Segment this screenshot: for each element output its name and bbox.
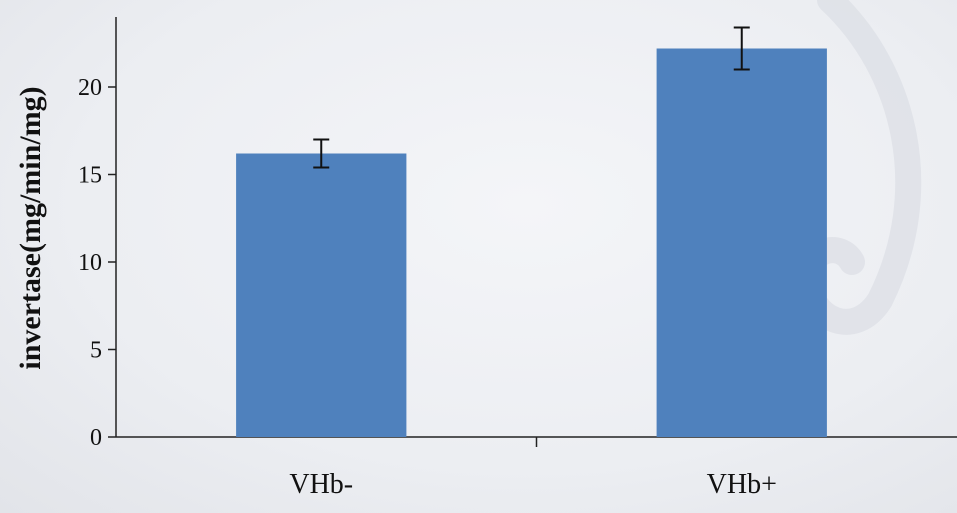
x-category-label: VHb- — [289, 469, 353, 500]
y-tick-label: 5 — [90, 338, 102, 364]
y-tick-label: 20 — [78, 75, 102, 101]
y-tick-label: 15 — [78, 163, 102, 189]
bar-VHb- — [236, 153, 407, 437]
y-tick-label: 10 — [78, 250, 102, 276]
y-tick-label: 0 — [90, 425, 102, 451]
x-category-label: VHb+ — [707, 469, 777, 500]
y-axis-title: invertase(mg/min/mg) — [14, 86, 47, 369]
plot-area: 0 5 10 15 20 VHb- VHb+ — [78, 17, 957, 500]
bar-VHb+ — [656, 48, 827, 437]
